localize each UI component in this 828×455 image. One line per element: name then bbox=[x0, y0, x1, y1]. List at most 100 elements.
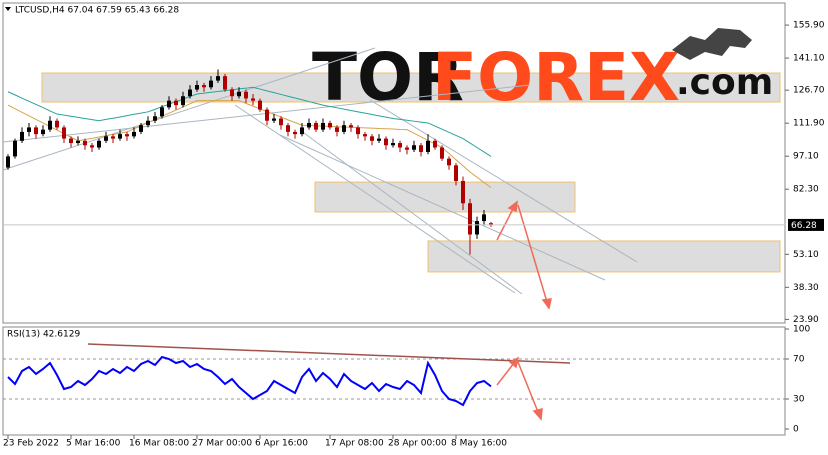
candle-body bbox=[195, 85, 199, 90]
candle-body bbox=[321, 122, 325, 130]
rsi-y-tick-label: 70 bbox=[793, 355, 805, 365]
candle-body bbox=[489, 223, 493, 225]
trend-line bbox=[299, 129, 523, 295]
arrowhead bbox=[508, 356, 520, 369]
candle-body bbox=[412, 145, 416, 150]
x-tick-label: 28 Apr 00:00 bbox=[388, 439, 447, 449]
trend-line bbox=[234, 104, 516, 294]
rsi-y-tick-label: 30 bbox=[793, 395, 805, 405]
candle-body bbox=[118, 134, 122, 139]
candle-body bbox=[6, 156, 10, 168]
moving-average bbox=[7, 86, 492, 157]
candle-body bbox=[272, 118, 276, 121]
candle-body bbox=[34, 127, 38, 135]
candle-body bbox=[405, 147, 409, 150]
candle-body bbox=[174, 100, 178, 106]
candle-body bbox=[181, 96, 185, 106]
candle-body bbox=[433, 140, 437, 148]
candle-body bbox=[335, 127, 339, 132]
candle-body bbox=[300, 127, 304, 135]
candle-body bbox=[90, 145, 94, 148]
rsi-panel-frame bbox=[2, 326, 786, 436]
y-tick-label: 126.70 bbox=[793, 86, 825, 96]
rsi-y-tick-label: 100 bbox=[793, 325, 810, 335]
candle-body bbox=[468, 203, 472, 235]
candle-body bbox=[265, 109, 269, 121]
candle-body bbox=[258, 100, 262, 110]
title-triangle bbox=[5, 7, 11, 11]
watermark-com: .com bbox=[676, 62, 773, 103]
candle-body bbox=[97, 140, 101, 148]
forecast-arrows bbox=[496, 200, 552, 421]
candle-body bbox=[104, 136, 108, 141]
candle-body bbox=[230, 89, 234, 97]
candle-body bbox=[209, 80, 213, 88]
candle-body bbox=[83, 140, 87, 146]
candle-body bbox=[447, 158, 451, 166]
candle-body bbox=[328, 122, 332, 128]
last-price-box bbox=[788, 218, 824, 231]
candle-body bbox=[146, 120, 150, 126]
candle-body bbox=[279, 118, 283, 126]
watermark: TOR FOREX .com bbox=[312, 28, 773, 116]
candle-body bbox=[62, 127, 66, 139]
candle-body bbox=[426, 140, 430, 152]
candle-body bbox=[20, 131, 24, 141]
candle-body bbox=[398, 143, 402, 148]
candle-body bbox=[48, 120, 52, 130]
candle-body bbox=[202, 85, 206, 88]
arrow bbox=[496, 362, 515, 386]
candle-body bbox=[391, 143, 395, 146]
candle-body bbox=[349, 125, 353, 128]
arrow bbox=[517, 361, 539, 413]
candle-body bbox=[251, 98, 255, 101]
y-tick-label: 38.30 bbox=[793, 283, 819, 293]
candle-body bbox=[307, 122, 311, 128]
zone bbox=[427, 240, 781, 273]
candle-body bbox=[223, 76, 227, 90]
candle-body bbox=[482, 214, 486, 222]
candle-body bbox=[440, 147, 444, 159]
marks-layer bbox=[6, 69, 493, 407]
x-tick-label: 17 Apr 08:00 bbox=[325, 439, 384, 449]
chart-title: LTCUSD,H4 67.04 67.59 65.43 66.28 bbox=[15, 6, 179, 16]
arrowhead bbox=[541, 298, 552, 310]
y-tick-label: 23.90 bbox=[793, 315, 819, 325]
candle-body bbox=[216, 76, 220, 81]
candle-body bbox=[153, 116, 157, 121]
candle-body bbox=[188, 89, 192, 97]
arrow bbox=[517, 204, 548, 303]
arrow bbox=[496, 206, 515, 241]
arrowhead bbox=[507, 200, 518, 213]
candle-body bbox=[55, 120, 59, 128]
x-tick-label: 8 May 16:00 bbox=[451, 439, 507, 449]
candle-body bbox=[370, 136, 374, 141]
y-tick-label: 53.10 bbox=[793, 250, 819, 260]
rsi-line bbox=[7, 355, 492, 407]
candle-body bbox=[363, 134, 367, 137]
candle-body bbox=[356, 127, 360, 135]
y-tick-label: 141.10 bbox=[793, 54, 825, 64]
candle-body bbox=[139, 125, 143, 132]
candle-body bbox=[111, 136, 115, 139]
candle-body bbox=[286, 125, 290, 132]
y-tick-label: 97.10 bbox=[793, 152, 819, 162]
candle-body bbox=[377, 138, 381, 141]
zone bbox=[41, 72, 781, 103]
rsi-y-tick-label: 0 bbox=[793, 425, 799, 435]
trend-line bbox=[279, 134, 606, 281]
last-price-label: 66.28 bbox=[791, 221, 817, 231]
y-tick-label: 82.30 bbox=[793, 185, 819, 195]
rsi-title: RSI(13) 42.6129 bbox=[7, 330, 80, 340]
x-tick-label: 27 Mar 00:00 bbox=[192, 439, 252, 449]
candle-body bbox=[461, 180, 465, 204]
candle-body bbox=[69, 138, 73, 144]
x-tick-label: 23 Feb 2022 bbox=[3, 439, 59, 449]
arrowhead bbox=[532, 408, 543, 421]
candle-body bbox=[454, 165, 458, 181]
candle-body bbox=[384, 138, 388, 146]
candle-body bbox=[27, 127, 31, 132]
candle-body bbox=[160, 107, 164, 117]
trend-line bbox=[2, 47, 376, 171]
